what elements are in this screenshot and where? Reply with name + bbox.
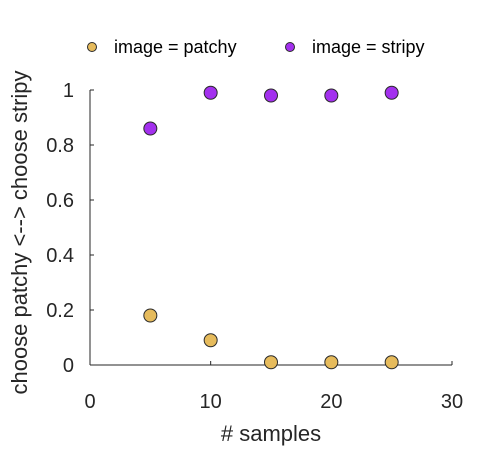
legend-label: image = stripy [312, 37, 425, 57]
legend-label: image = patchy [114, 37, 237, 57]
data-point [143, 308, 158, 323]
data-point [384, 85, 399, 100]
data-point [384, 355, 399, 370]
y-axis-title: choose patchy <--> choose stripy [7, 70, 32, 394]
y-tick-label: 0.4 [46, 245, 74, 267]
legend-marker [285, 42, 295, 52]
y-tick-label: 1 [63, 80, 74, 102]
y-tick-label: 0.8 [46, 135, 74, 157]
y-tick-label: 0.2 [46, 300, 74, 322]
data-point [324, 88, 339, 103]
x-tick-label: 0 [84, 391, 95, 413]
legend: image = patchy image = stripy [87, 37, 425, 57]
data-point [264, 88, 278, 103]
y-tick-label: 0 [63, 355, 74, 377]
data-points [143, 85, 399, 370]
data-point [264, 355, 278, 370]
x-tick-label: 10 [200, 391, 222, 413]
x-tick-label: 30 [441, 391, 463, 413]
axes: 0 10 20 30 0 0.2 0.4 0.6 0.8 1 [46, 80, 463, 413]
data-point [324, 355, 339, 370]
data-point [203, 333, 218, 348]
x-axis-title: # samples [221, 421, 321, 446]
data-point [143, 121, 158, 136]
legend-marker [87, 42, 97, 52]
x-tick-label: 20 [320, 391, 342, 413]
data-point [203, 85, 218, 100]
y-tick-label: 0.6 [46, 190, 74, 212]
